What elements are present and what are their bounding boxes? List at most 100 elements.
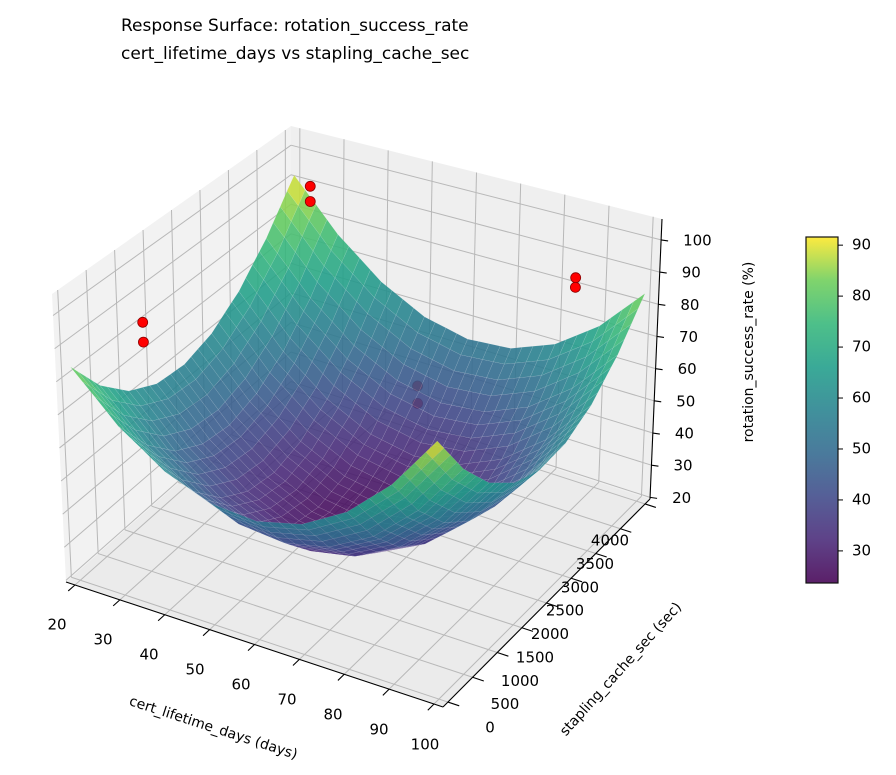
y-gridline <box>142 229 153 507</box>
surface-patch <box>331 305 351 335</box>
y-tick-label: 1000 <box>501 672 539 690</box>
z-tick-mark <box>651 464 659 467</box>
y-gridline <box>151 505 523 629</box>
surface-patch <box>258 432 277 454</box>
surface-patch <box>289 324 309 351</box>
surface-patch <box>169 467 190 482</box>
x-tick-mark <box>157 614 166 622</box>
surface-patch <box>164 457 185 472</box>
y-tick-label: 500 <box>491 695 520 713</box>
surface-patch <box>211 322 230 349</box>
y-tick-mark <box>644 503 657 508</box>
surface-patch <box>163 373 183 395</box>
z-tick-label: 30 <box>673 457 692 475</box>
surface-patch <box>82 381 102 402</box>
y-gridline <box>124 529 498 653</box>
surface-patch <box>321 293 340 323</box>
chart-title-line-2: cert_lifetime_days vs stapling_cache_sec <box>121 44 469 64</box>
surface-patch <box>296 310 315 337</box>
surface-patch <box>325 321 344 348</box>
surface-patch <box>135 387 155 405</box>
surface-patch <box>285 295 304 326</box>
data-point <box>304 180 316 192</box>
z-tick-label: 40 <box>675 425 694 443</box>
colorbar-tick-label: 80 <box>852 287 871 305</box>
axes <box>65 218 669 711</box>
colorbar-tick-label: 60 <box>852 389 871 407</box>
surface-patch <box>204 333 224 357</box>
y-tick-label: 2000 <box>531 625 569 643</box>
z-tick-mark <box>656 335 665 339</box>
z-tick-mark <box>659 271 667 274</box>
surface-patch <box>128 388 148 407</box>
x-tick-mark <box>427 703 435 711</box>
z-gridline <box>52 144 292 316</box>
z-tick-label: 80 <box>680 296 699 314</box>
z-tick-label: 90 <box>682 264 701 282</box>
surface-patch <box>503 479 521 493</box>
y-tick-mark <box>570 577 583 583</box>
surface-patch <box>274 280 293 310</box>
y-tick-mark <box>521 627 534 632</box>
surface-patch <box>202 363 221 388</box>
surface-patch <box>99 385 120 403</box>
surface-patch <box>197 418 217 440</box>
surface-patch <box>483 482 503 494</box>
y-gridline <box>97 553 473 678</box>
chart-title-line-1: Response Surface: rotation_success_rate <box>121 16 469 36</box>
y-gridline <box>85 269 99 554</box>
surface-patch <box>224 393 244 418</box>
surface-patch <box>271 322 291 352</box>
data-point <box>137 316 149 328</box>
surface-patch <box>238 277 258 307</box>
surface-patch <box>111 399 132 417</box>
surface-patch <box>116 410 136 431</box>
surface-patch <box>432 447 451 467</box>
x-axis-label: cert_lifetime_days (days) <box>127 693 299 763</box>
surface-patch <box>247 420 266 442</box>
x-tick-label: 50 <box>185 661 204 679</box>
surface-patch <box>170 368 190 390</box>
scatter-points <box>137 180 582 348</box>
x-tick-mark <box>112 599 121 607</box>
z-tick-label: 20 <box>672 489 691 507</box>
surface-patch <box>224 462 244 480</box>
data-point <box>304 196 316 207</box>
x-tick-mark <box>292 658 300 666</box>
z-gridline <box>290 203 659 305</box>
z-tick-mark <box>654 400 662 403</box>
x-tick-mark <box>67 584 76 592</box>
y-axis-label: stapling_cache_sec (sec) <box>557 599 685 739</box>
colorbar: 30 40 50 60 70 80 90 <box>805 236 871 584</box>
tick-labels: 2030405060708090100050010001500200025003… <box>47 231 711 753</box>
x-tick-label: 30 <box>93 631 112 649</box>
surface-patch <box>127 425 148 446</box>
surface-patch <box>122 414 144 432</box>
colorbar-tick-label: 70 <box>852 338 871 356</box>
surface-patch <box>229 416 248 438</box>
x-tick-label: 90 <box>369 721 388 739</box>
surface-patch <box>278 309 298 339</box>
z-gridline <box>290 144 662 241</box>
surface-patch <box>425 440 445 460</box>
surface-patch <box>534 456 553 473</box>
surface-patch <box>151 451 171 469</box>
surface-patch <box>338 289 357 319</box>
z-tick-mark <box>661 239 669 242</box>
surface-patch <box>349 301 368 330</box>
y-tick-mark <box>595 552 607 558</box>
y-tick-label: 4000 <box>591 532 629 550</box>
surface-patch <box>106 386 127 404</box>
z-gridline <box>290 174 660 273</box>
surface-patch <box>101 400 122 421</box>
surface-patch <box>299 266 318 299</box>
surface-patch <box>217 467 237 482</box>
z-tick-mark <box>655 368 663 371</box>
x-tick-label: 60 <box>231 676 250 694</box>
x-gridline <box>640 216 654 497</box>
y-tick-label: 1500 <box>516 648 554 666</box>
surface-patch <box>279 190 299 222</box>
surface-patch <box>132 404 153 422</box>
x-tick-mark <box>247 644 255 652</box>
surface-patch <box>277 236 296 269</box>
